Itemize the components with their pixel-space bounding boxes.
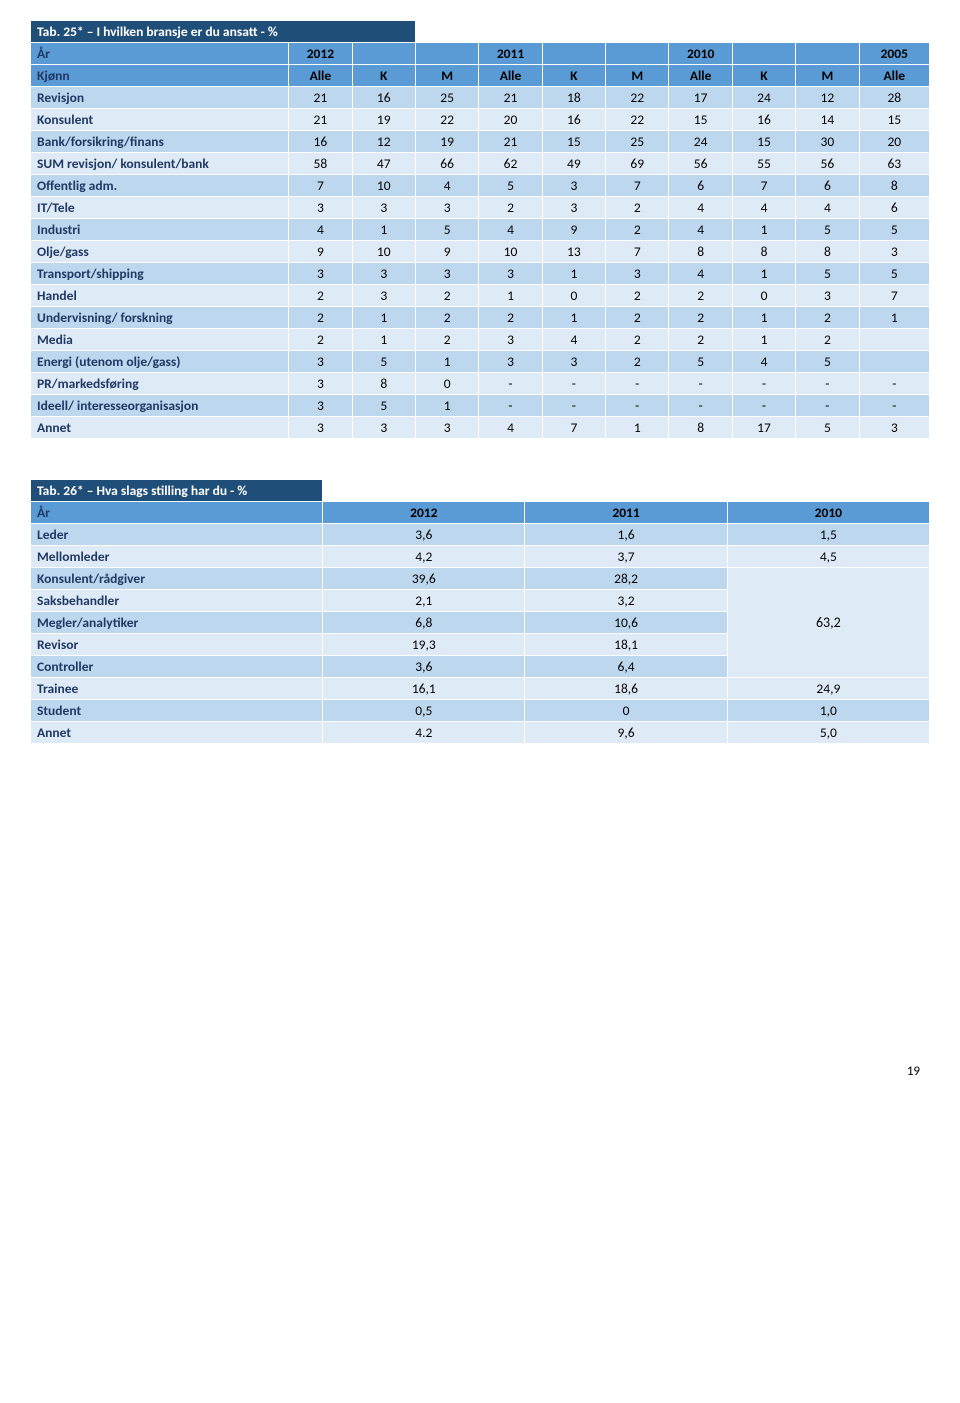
table1-row-label: Industri — [31, 219, 289, 241]
table2-row-label: Annet — [31, 722, 323, 744]
table1-row-label: Undervisning/ forskning — [31, 307, 289, 329]
table2-row-label: Revisor — [31, 634, 323, 656]
table2-row-label: Student — [31, 700, 323, 722]
table1-row-label: Media — [31, 329, 289, 351]
table-stilling: Tab. 26* – Hva slags stilling har du - %… — [30, 479, 930, 744]
table2-row-label: Konsulent/rådgiver — [31, 568, 323, 590]
table1-row-label: Olje/gass — [31, 241, 289, 263]
table1-row-label: Offentlig adm. — [31, 175, 289, 197]
table2-row-label: Controller — [31, 656, 323, 678]
table1-row-label: Konsulent — [31, 109, 289, 131]
table2-row-label: Leder — [31, 524, 323, 546]
table1-row-label: Bank/forsikring/finans — [31, 131, 289, 153]
table-bransje: Tab. 25* – I hvilken bransje er du ansat… — [30, 20, 930, 439]
table2-title: Tab. 26* – Hva slags stilling har du - % — [31, 480, 323, 502]
table2-row-label: Mellomleder — [31, 546, 323, 568]
table1-row-label: PR/markedsføring — [31, 373, 289, 395]
table2-row-label: Megler/analytiker — [31, 612, 323, 634]
table1-row-label: Handel — [31, 285, 289, 307]
page-number: 19 — [30, 1064, 930, 1079]
table1-row-label: Transport/shipping — [31, 263, 289, 285]
table2-row-label: Saksbehandler — [31, 590, 323, 612]
table2-row-label: Trainee — [31, 678, 323, 700]
table1-row-label: IT/Tele — [31, 197, 289, 219]
table1-row-label: Revisjon — [31, 87, 289, 109]
table1-row-label: SUM revisjon/ konsulent/bank — [31, 153, 289, 175]
table1-row-label: Annet — [31, 417, 289, 439]
table1-title: Tab. 25* – I hvilken bransje er du ansat… — [31, 21, 416, 43]
table1-row-label: Ideell/ interesseorganisasjon — [31, 395, 289, 417]
table1-row-label: Energi (utenom olje/gass) — [31, 351, 289, 373]
